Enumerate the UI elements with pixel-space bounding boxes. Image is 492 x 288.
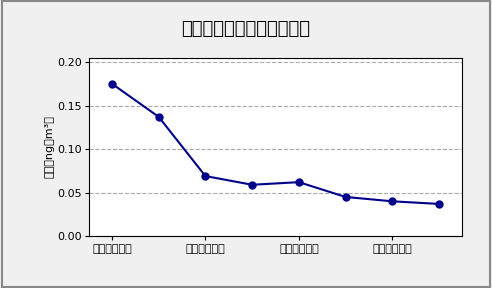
Y-axis label: 濃度（ng／m³）: 濃度（ng／m³）	[44, 115, 54, 178]
Text: ベリリウム及びその化合物: ベリリウム及びその化合物	[182, 20, 310, 38]
